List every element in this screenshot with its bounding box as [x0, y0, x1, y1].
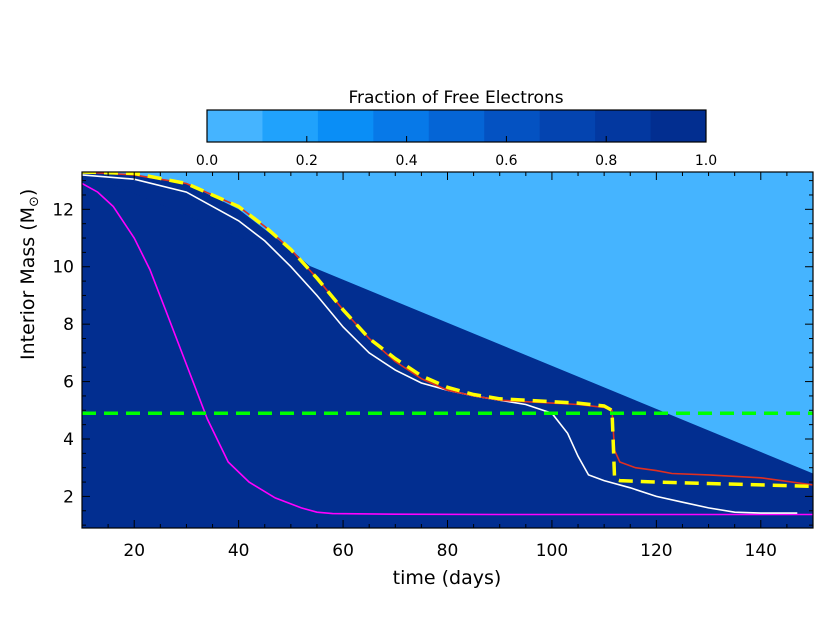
x-tick-label: 60 [332, 541, 354, 561]
colorbar-label: Fraction of Free Electrons [348, 88, 563, 108]
x-tick-label: 120 [640, 541, 672, 561]
colorbar-frame [206, 109, 707, 143]
ionization-region [82, 172, 813, 528]
y-axis-label: Interior Mass (M⊙) [17, 189, 42, 360]
y-tick-label: 8 [63, 315, 74, 335]
colorbar-swatch [484, 110, 541, 142]
x-tick-label: 40 [228, 541, 250, 561]
colorbar-swatch [539, 110, 596, 142]
colorbar-tick-label: 0.8 [595, 153, 617, 169]
colorbar-tick-label: 0.2 [296, 153, 318, 169]
series-lines [82, 172, 813, 516]
colorbar-swatch [317, 110, 374, 142]
y-tick-label: 4 [63, 430, 74, 450]
colorbar-tick-label: 0.4 [395, 153, 417, 169]
x-tick-label: 80 [437, 541, 459, 561]
colorbar-tick-label: 0.0 [196, 153, 218, 169]
y-tick-label: 6 [63, 373, 74, 393]
y-axis-label-close: ) [17, 189, 39, 196]
colorbar-swatch [373, 110, 430, 142]
colorbar-swatch [595, 110, 652, 142]
colorbar-swatch [428, 110, 485, 142]
axis-ticks: 20 40 60 80 100 120 140 2 4 6 8 10 12 [52, 172, 814, 561]
series-line [82, 182, 813, 516]
y-tick-label: 12 [52, 200, 74, 220]
y-axis-label-main: Interior Mass (M [17, 207, 39, 360]
x-tick-label: 140 [745, 541, 777, 561]
colorbar-swatch [262, 110, 319, 142]
y-tick-label: 2 [63, 487, 74, 507]
ionization-regions [82, 172, 813, 528]
y-tick-label: 10 [52, 258, 74, 278]
x-tick-label: 20 [123, 541, 145, 561]
colorbar [206, 109, 707, 143]
colorbar-tick-label: 1.0 [695, 153, 717, 169]
colorbar-tick-label: 0.6 [495, 153, 517, 169]
colorbar-ticks: 0.0 0.2 0.4 0.6 0.8 1.0 [196, 136, 717, 169]
sun-symbol-icon: ⊙ [27, 196, 42, 207]
colorbar-swatch [207, 110, 263, 142]
series-line [82, 172, 813, 489]
x-tick-label: 100 [536, 541, 568, 561]
x-axis-label: time (days) [393, 567, 502, 589]
colorbar-swatch [650, 110, 707, 142]
